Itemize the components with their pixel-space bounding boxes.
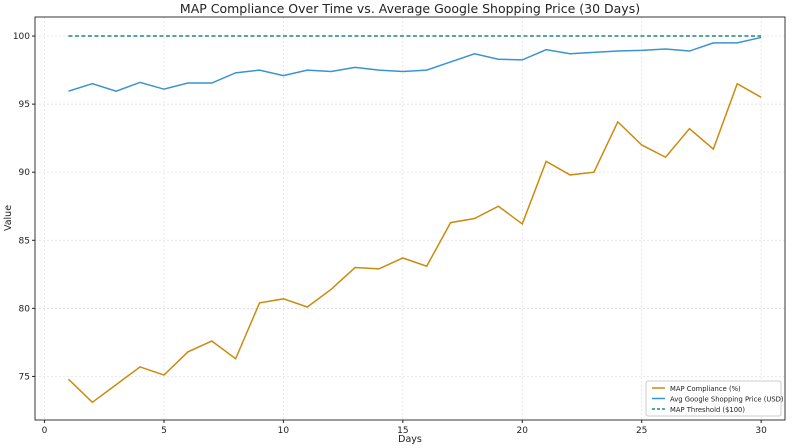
- x-tick-label: 0: [42, 426, 48, 436]
- legend-label: MAP Threshold ($100): [670, 406, 745, 414]
- y-tick-label: 95: [19, 100, 30, 110]
- x-axis-label: Days: [398, 434, 422, 445]
- legend: MAP Compliance (%) Avg Google Shopping Pr…: [645, 380, 784, 417]
- series-line-0: [67, 82, 762, 404]
- y-tick-label: 100: [13, 32, 30, 42]
- y-tick-label: 85: [19, 236, 30, 246]
- y-axis-label: Value: [3, 205, 14, 231]
- series-line-1: [68, 36, 762, 92]
- x-tick-label: 20: [517, 426, 529, 436]
- x-tick-label: 30: [755, 426, 767, 436]
- plot-frame: [34, 16, 786, 421]
- chart-title: MAP Compliance Over Time vs. Average Goo…: [180, 1, 640, 16]
- x-tick-label: 5: [161, 426, 167, 436]
- x-tick-label: 15: [397, 426, 408, 436]
- x-tick-label: 25: [636, 426, 647, 436]
- y-tick-label: 80: [19, 304, 31, 314]
- y-tick-label: 75: [19, 372, 30, 382]
- legend-label: Avg Google Shopping Price (USD): [670, 396, 784, 404]
- y-tick-label: 90: [19, 168, 31, 178]
- legend-box: [645, 380, 782, 417]
- x-tick-label: 10: [278, 426, 290, 436]
- legend-label: MAP Compliance (%): [670, 385, 741, 393]
